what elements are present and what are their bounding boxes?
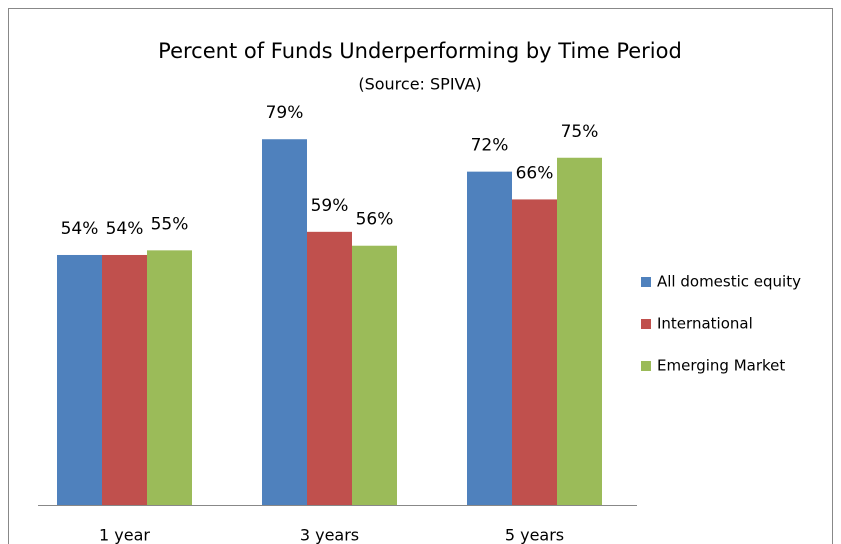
data-label: 79% <box>266 103 304 123</box>
data-label: 55% <box>151 214 189 234</box>
bar <box>467 171 512 505</box>
data-label: 56% <box>356 210 394 230</box>
data-label: 54% <box>106 219 144 239</box>
legend-label: International <box>657 315 753 333</box>
data-label: 54% <box>61 219 99 239</box>
bar <box>262 139 307 506</box>
x-tick-label: 3 years <box>300 526 359 544</box>
x-tick-label: 5 years <box>505 526 564 544</box>
legend-label: All domestic equity <box>657 273 801 291</box>
bar <box>512 199 557 506</box>
bar <box>57 254 102 505</box>
bar <box>147 250 192 505</box>
bar <box>102 254 147 505</box>
data-label: 59% <box>311 196 349 216</box>
legend-label: Emerging Market <box>657 357 785 375</box>
bar <box>307 231 352 505</box>
legend-swatch <box>641 277 651 287</box>
legend-swatch <box>641 361 651 371</box>
legend-swatch <box>641 319 651 329</box>
chart-subtitle: (Source: SPIVA) <box>358 75 481 94</box>
data-label: 66% <box>516 163 554 183</box>
bar <box>557 157 602 505</box>
bar <box>352 245 397 505</box>
chart-title: Percent of Funds Underperforming by Time… <box>158 39 682 63</box>
x-tick-label: 1 year <box>99 526 150 544</box>
data-label: 75% <box>561 122 599 142</box>
data-label: 72% <box>471 136 509 156</box>
